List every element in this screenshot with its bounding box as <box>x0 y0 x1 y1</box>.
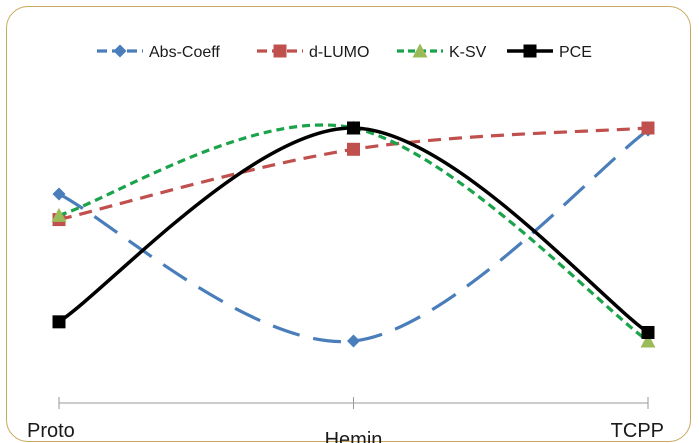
x-tick-label: Proto <box>27 420 75 442</box>
legend-item: Abs-Coeff <box>97 44 220 61</box>
series-line <box>58 123 649 343</box>
legend-swatch-marker <box>412 43 428 58</box>
data-point <box>52 315 66 329</box>
series-line <box>58 128 649 344</box>
legend-label: d-LUMO <box>309 44 369 61</box>
data-point <box>51 207 67 222</box>
data-point <box>347 334 360 348</box>
legend-label: K-SV <box>449 44 487 61</box>
series-abs-coeff <box>52 123 655 348</box>
legend-item: PCE <box>507 44 592 61</box>
series-line <box>58 126 649 222</box>
series-line <box>58 126 649 334</box>
legend-label: PCE <box>559 44 592 61</box>
chart-frame <box>6 6 691 442</box>
legend-item: d-LUMO <box>257 44 369 61</box>
data-point <box>640 333 656 348</box>
legend-label: Abs-Coeff <box>149 44 220 61</box>
data-point <box>52 187 66 201</box>
series-layer <box>51 120 656 348</box>
legend-swatch-marker <box>113 44 127 58</box>
x-axis: Proto Hemin TCPP <box>27 397 664 443</box>
legend-swatch-marker <box>273 44 287 58</box>
data-point <box>641 121 655 135</box>
x-tick-label: Hemin <box>325 429 383 443</box>
data-point <box>347 121 360 135</box>
legend-item: K-SV <box>397 43 487 61</box>
series-pce <box>52 121 655 339</box>
legend: Abs-Coeff d-LUMO K-SV PCE <box>97 43 592 61</box>
data-point <box>347 142 360 156</box>
legend-swatch-marker <box>523 44 537 58</box>
data-point <box>641 325 655 339</box>
series-d-lumo <box>52 121 655 227</box>
x-tick-label: TCPP <box>611 420 664 442</box>
